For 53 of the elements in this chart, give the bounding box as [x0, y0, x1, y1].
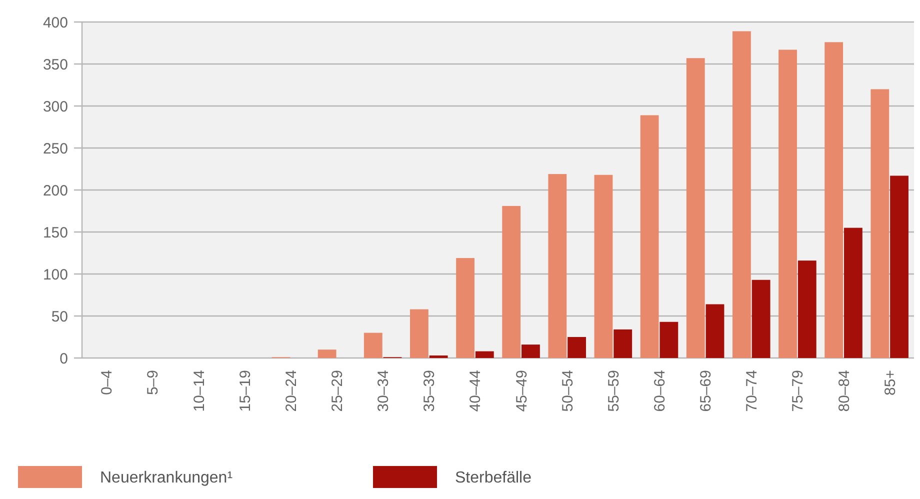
- bar: [824, 42, 844, 358]
- legend-label: Sterbefälle: [455, 470, 532, 487]
- bar: [594, 174, 613, 358]
- y-tick-label: 100: [42, 266, 68, 284]
- bar: [410, 309, 428, 358]
- x-tick-label: 60–64: [651, 370, 668, 412]
- bar: [778, 50, 797, 358]
- x-tick-label: 75–79: [790, 370, 807, 412]
- bar: [732, 31, 751, 358]
- y-tick-label: 150: [42, 224, 68, 242]
- bar: [364, 332, 382, 358]
- x-tick-label: 80–84: [836, 370, 853, 412]
- bar: [686, 58, 705, 358]
- y-tick-label: 50: [51, 308, 68, 326]
- bar: [522, 344, 540, 358]
- x-tick-label: 65–69: [698, 370, 715, 412]
- x-tick-label: 10–14: [190, 370, 208, 412]
- y-tick-label: 250: [42, 140, 68, 158]
- x-tick-label: 30–34: [375, 370, 392, 412]
- y-tick-label: 400: [42, 14, 68, 32]
- x-tick-label: 45–49: [513, 370, 530, 412]
- bar: [568, 337, 586, 358]
- bar: [475, 351, 494, 358]
- bar: [798, 260, 816, 358]
- bar: [870, 89, 890, 358]
- bar: [318, 350, 336, 358]
- x-tick-label: 40–44: [467, 370, 484, 412]
- x-tick-label: 0–4: [98, 370, 116, 396]
- x-tick-label: 85+: [882, 370, 899, 396]
- legend-label: Neuerkrankungen¹: [100, 470, 233, 487]
- y-tick-label: 0: [60, 350, 68, 368]
- bar: [844, 228, 862, 358]
- x-tick-label: 5–9: [144, 370, 162, 396]
- bar: [752, 280, 770, 358]
- x-tick-label: 20–24: [282, 370, 300, 412]
- bar: [456, 258, 474, 358]
- x-tick-label: 55–59: [605, 370, 622, 412]
- bar: [640, 115, 659, 358]
- bar: [502, 206, 521, 358]
- y-tick-label: 300: [42, 98, 68, 116]
- y-tick-label: 350: [42, 56, 68, 74]
- bar: [548, 174, 567, 358]
- bar: [429, 355, 448, 358]
- x-tick-label: 25–29: [329, 370, 346, 412]
- bar: [660, 322, 678, 358]
- x-tick-label: 70–74: [744, 370, 761, 412]
- bar: [706, 304, 724, 358]
- bar: [614, 329, 632, 358]
- x-tick-label: 15–19: [236, 370, 254, 412]
- x-tick-label: 50–54: [559, 370, 576, 412]
- bar: [890, 176, 908, 358]
- x-tick-label: 35–39: [421, 370, 438, 412]
- y-tick-label: 200: [42, 182, 68, 200]
